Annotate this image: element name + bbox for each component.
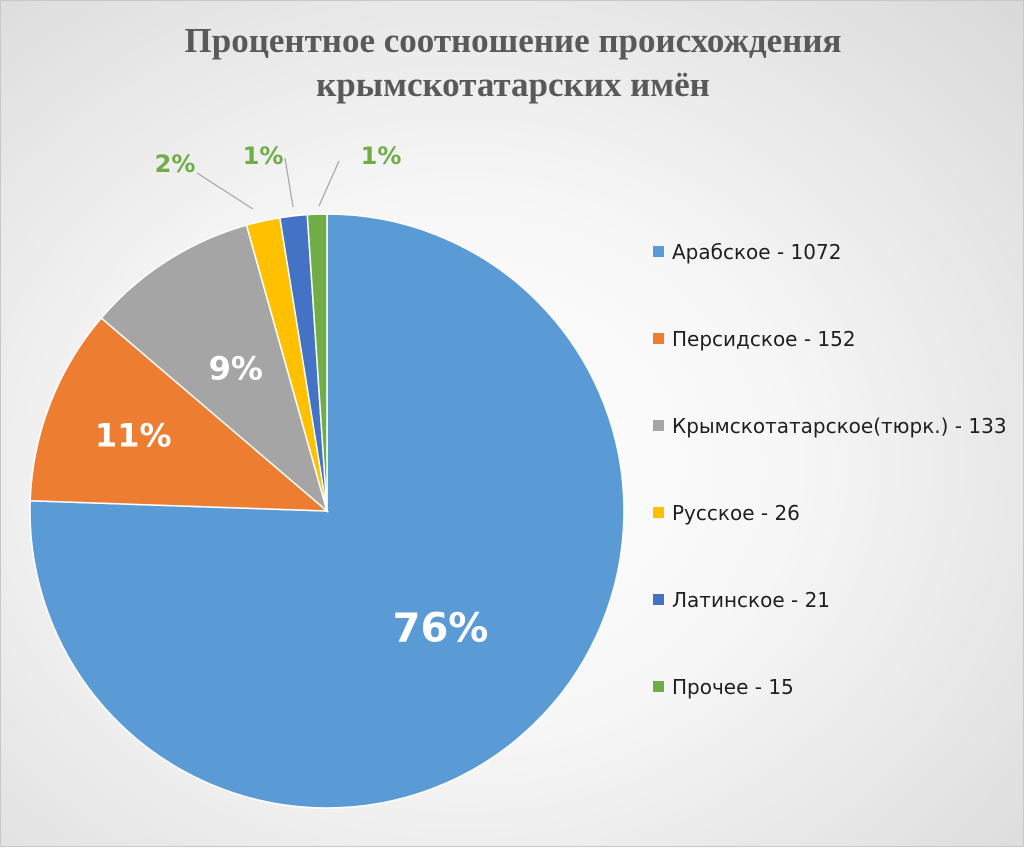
legend-item-6: Прочее - 15 <box>653 672 794 702</box>
chart-title: Процентное соотношение происхождения кры… <box>61 19 965 107</box>
legend-item-2: Персидское - 152 <box>653 324 856 354</box>
legend-label-2: Персидское - 152 <box>672 327 856 351</box>
legend-item-1: Арабское - 1072 <box>653 237 841 267</box>
data-label-6: 1% <box>361 142 402 170</box>
data-label-5: 1% <box>243 142 284 170</box>
pie-slice-6 <box>306 213 328 512</box>
data-label-1: 76% <box>393 605 489 651</box>
legend-item-4: Русское - 26 <box>653 498 800 528</box>
data-label-4: 2% <box>155 150 196 178</box>
chart-title-line-2: крымскотатарских имён <box>316 65 710 104</box>
data-label-2: 11% <box>95 417 172 455</box>
legend-swatch-6 <box>653 681 664 692</box>
legend-swatch-2 <box>653 333 664 344</box>
pie-slice-2 <box>29 316 330 512</box>
legend-label-3: Крымскотатарское(тюрк.) - 133 <box>672 414 1007 438</box>
legend-swatch-3 <box>653 420 664 431</box>
legend-item-5: Латинское - 21 <box>653 585 830 615</box>
leader-line-6 <box>318 160 340 207</box>
legend-label-6: Прочее - 15 <box>672 675 794 699</box>
pie-slice-3 <box>100 224 329 514</box>
pie-slices <box>29 213 625 809</box>
legend-label-1: Арабское - 1072 <box>672 240 842 264</box>
leader-lines <box>196 157 340 210</box>
legend-swatch-1 <box>653 246 664 257</box>
legend-item-3: Крымскотатарское(тюрк.) - 133 <box>653 411 1007 441</box>
legend-swatch-5 <box>653 594 664 605</box>
legend-label-4: Русское - 26 <box>672 501 800 525</box>
leader-line-4 <box>196 172 254 210</box>
data-labels: 76% 11% 9% 2% 1% 1% <box>95 142 488 651</box>
leader-line-5 <box>284 157 294 208</box>
legend-label-5: Латинское - 21 <box>672 588 831 612</box>
legend-swatch-4 <box>653 507 664 518</box>
data-label-3: 9% <box>209 349 263 387</box>
chart-title-line-1: Процентное соотношение происхождения <box>184 21 842 60</box>
